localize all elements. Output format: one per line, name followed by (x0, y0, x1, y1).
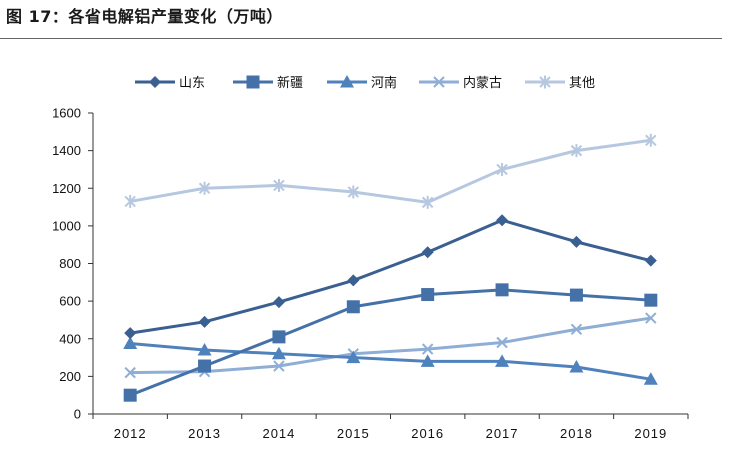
data-point (421, 246, 434, 259)
x-tick-label: 2016 (411, 426, 444, 441)
data-point (198, 359, 212, 373)
legend-marker (340, 75, 354, 88)
series-1 (124, 214, 657, 340)
series-line (129, 138, 652, 204)
data-point (198, 181, 211, 195)
data-point (346, 300, 360, 314)
data-point (198, 315, 211, 328)
data-point (271, 346, 286, 360)
marker-stroke (496, 336, 508, 349)
data-point (197, 343, 212, 356)
data-point (570, 144, 583, 158)
data-point (645, 312, 657, 324)
data-point (347, 185, 360, 199)
chart-legend: 山东 新疆 河南 内蒙古 其他 (135, 75, 595, 91)
marker-stroke (433, 76, 445, 88)
data-point (124, 327, 137, 340)
data-point (570, 323, 583, 336)
x-tick-label: 2019 (634, 426, 667, 441)
data-point (273, 178, 285, 192)
data-point (569, 359, 584, 373)
y-tick-label: 200 (59, 369, 81, 384)
y-tick-label: 1400 (52, 143, 81, 158)
marker-stroke (645, 312, 657, 324)
marker-stroke (273, 360, 285, 372)
y-tick-label: 1000 (52, 218, 81, 233)
data-point (272, 296, 285, 309)
data-point (495, 283, 509, 297)
series-3 (123, 336, 658, 385)
legend-label: 山东 (179, 76, 205, 91)
data-point (421, 195, 434, 209)
legend-item: 内蒙古 (419, 75, 502, 91)
legend-marker (539, 75, 551, 89)
data-point (273, 360, 285, 372)
x-tick-label: 2014 (262, 426, 295, 441)
data-point (123, 388, 137, 402)
y-tick-label: 0 (74, 407, 81, 422)
legend-marker (433, 76, 445, 88)
legend-label: 其他 (569, 76, 595, 91)
series-2 (123, 283, 658, 402)
marker-stroke (570, 323, 583, 336)
x-tick-label: 2018 (560, 426, 593, 441)
data-point (644, 293, 658, 307)
chart-series (123, 133, 658, 402)
data-point (496, 214, 509, 227)
data-point (496, 162, 508, 176)
y-tick-label: 600 (59, 294, 81, 309)
y-tick-label: 400 (59, 331, 81, 346)
data-point (570, 235, 583, 248)
data-point (421, 288, 435, 302)
data-point (272, 330, 286, 344)
data-point (645, 133, 657, 147)
series-line (130, 316, 652, 375)
series-line (129, 288, 651, 397)
x-tick-label: 2017 (486, 426, 519, 441)
data-point (346, 350, 361, 364)
series-line (129, 218, 652, 335)
x-tick-label: 2012 (114, 426, 147, 441)
x-tick-label: 2013 (188, 426, 221, 441)
legend-label: 河南 (371, 75, 397, 91)
marker-stroke (421, 343, 434, 355)
y-tick-label: 1600 (52, 106, 81, 121)
series-5 (124, 133, 657, 209)
legend-label: 内蒙古 (463, 75, 502, 91)
legend-item: 新疆 (233, 75, 303, 91)
y-tick-label: 1200 (52, 181, 81, 196)
marker-stroke (124, 366, 136, 379)
series-4 (124, 312, 657, 379)
series-line (130, 341, 652, 381)
title-divider (0, 38, 722, 39)
legend-marker (246, 75, 260, 89)
data-point (496, 336, 508, 349)
data-point (124, 366, 136, 379)
data-point (123, 336, 138, 349)
data-point (421, 343, 434, 355)
data-point (347, 274, 360, 287)
data-point (569, 288, 583, 302)
legend-item: 其他 (525, 75, 595, 91)
data-point (420, 354, 435, 367)
x-tick-label: 2015 (337, 426, 370, 441)
legend-item: 河南 (327, 75, 397, 91)
data-point (495, 354, 510, 367)
y-tick-label: 800 (59, 256, 81, 271)
legend-item: 山东 (135, 76, 205, 91)
data-point (124, 194, 136, 208)
chart-axes: 0 200 400 600 800 1000 1200 1400 1600 2012 2013 201… (52, 106, 689, 441)
data-point (643, 372, 658, 385)
figure-title: 图 17：各省电解铝产量变化（万吨） (6, 7, 283, 26)
data-point (644, 254, 657, 267)
legend-label: 新疆 (277, 75, 303, 91)
legend-marker (149, 76, 161, 88)
